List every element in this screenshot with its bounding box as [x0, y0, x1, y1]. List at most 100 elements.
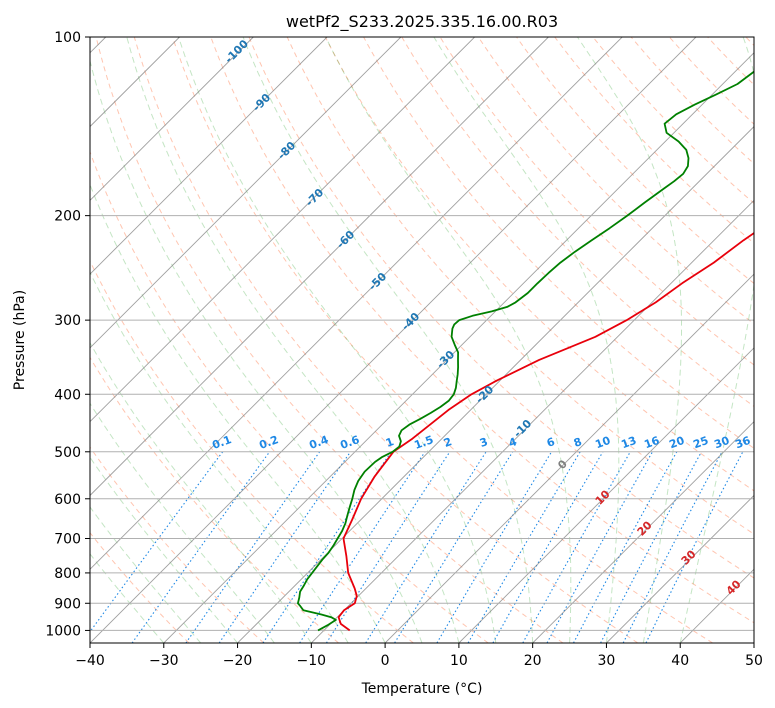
mixing-ratio-label: 10 [593, 434, 612, 452]
x-tick-label: −30 [149, 653, 179, 669]
mixing-ratio-label: 20 [667, 434, 686, 452]
y-tick-label: 600 [54, 492, 81, 508]
moist-adiabat-line [178, 37, 497, 643]
mixing-ratio-line [394, 451, 514, 643]
profiles [297, 70, 754, 632]
mixing-ratio-label: 0.2 [257, 433, 280, 452]
x-tick-label: 20 [524, 653, 542, 669]
moist-adiabat-line [325, 37, 572, 643]
dry-adiabat-line [133, 37, 639, 643]
mixing-ratio-label: 4 [507, 435, 519, 450]
isotherm-line [532, 421, 754, 643]
mixing-ratio-label: 3 [478, 435, 490, 450]
mixing-ratio-labels: 0.1 0.2 0.4 0.6 1 1.5 2 3 4 6 8 10 13 16 20 25 30 36 [210, 433, 752, 452]
y-tick-label: 400 [54, 387, 81, 403]
mixing-ratio-label: 1.5 [412, 433, 435, 452]
mixing-ratio-label: 0.4 [307, 433, 330, 452]
mixing-ratio-label: 0.1 [210, 433, 233, 452]
dry-adiabat-line [210, 37, 754, 624]
y-tick-label: 700 [54, 532, 81, 548]
y-tick-label: 900 [54, 596, 81, 612]
pressure-gridlines [90, 37, 754, 631]
mixing-ratio-line [573, 451, 678, 643]
moist-adiabat-line [433, 37, 620, 643]
dry-adiabat-line [90, 531, 190, 643]
mixing-ratio-label: 8 [572, 435, 584, 450]
mixing-ratio-line [436, 451, 553, 643]
y-axis-label: Pressure (hPa) [12, 290, 28, 390]
moist-adiabat-line [90, 402, 275, 643]
moist-adiabat-line [90, 183, 386, 643]
x-tick-label: 10 [450, 653, 468, 669]
dry-adiabat-line [324, 37, 754, 492]
mixing-ratio-label: 13 [619, 434, 638, 451]
x-tick-label: 40 [671, 653, 689, 669]
mixing-ratio-line [131, 451, 271, 643]
isotherm-line [163, 52, 754, 643]
mixing-ratio-line [325, 451, 451, 643]
mixing-ratio-line [365, 451, 487, 643]
y-tick-label: 300 [54, 313, 81, 329]
isotherm-line [384, 273, 754, 643]
y-tick-label: 200 [54, 209, 81, 225]
x-axis-ticks: −40 −30 −20 −10 0 10 20 30 40 50 [75, 643, 763, 669]
mixing-ratio-label: 0.6 [338, 433, 361, 452]
dry-adiabat-line [248, 37, 754, 579]
dry-adiabat-line [401, 37, 754, 407]
isotherm-line [90, 37, 623, 570]
dry-adiabat-line [95, 37, 564, 643]
mixing-ratio-label: 30 [712, 434, 731, 452]
mixing-ratio-label: 25 [691, 434, 710, 451]
isotherm-line [90, 37, 402, 349]
mixing-ratio-line [522, 451, 631, 643]
x-tick-label: −20 [223, 653, 253, 669]
y-tick-label: 1000 [45, 623, 81, 639]
dry-adiabat-line [439, 37, 754, 366]
moist-adiabat-line [90, 271, 349, 643]
mixing-ratio-label: 6 [545, 435, 557, 450]
x-tick-label: −10 [297, 653, 327, 669]
x-tick-label: −40 [75, 653, 105, 669]
isotherm-line [90, 37, 328, 275]
x-tick-label: 50 [745, 653, 763, 669]
dry-adiabat-line [90, 356, 339, 643]
dewpoint-profile-line [297, 70, 754, 632]
y-tick-label: 800 [54, 566, 81, 582]
moist-adiabats [90, 37, 754, 643]
mixing-ratio-label: 1 [384, 435, 396, 450]
isotherm-line [90, 37, 254, 201]
mixing-ratio-line [218, 451, 351, 643]
isotherm-line [311, 199, 754, 643]
moist-adiabat-line [90, 456, 238, 643]
y-axis-ticks: 100 200 300 400 500 600 700 800 900 1000 [45, 30, 90, 639]
isotherm-line [237, 125, 754, 643]
y-tick-label: 100 [54, 30, 81, 46]
temperature-profile-line [337, 231, 754, 632]
moist-adiabat-line [576, 37, 682, 643]
plot-frame [89, 36, 755, 644]
mixing-ratio-line [467, 451, 581, 643]
mixing-ratio-line [185, 451, 321, 643]
mixing-ratio-label: 16 [642, 434, 661, 452]
x-tick-label: 0 [381, 653, 390, 669]
background-lines [90, 37, 754, 643]
mixing-ratio-lines [90, 451, 744, 643]
moist-adiabat-line [90, 506, 202, 643]
skewed-isotherms [90, 37, 754, 643]
y-tick-label: 500 [54, 445, 81, 461]
moist-adiabat-line [679, 37, 754, 643]
x-axis-label: Temperature (°C) [361, 681, 483, 697]
isotherm-line [606, 494, 754, 643]
mixing-ratio-label: 2 [442, 435, 454, 450]
chart-title: wetPf2_S233.2025.335.16.00.R03 [286, 12, 558, 32]
isotherm-line [90, 37, 549, 497]
moist-adiabat-line [90, 59, 423, 643]
mixing-ratio-line [492, 451, 604, 643]
isotherm-line [90, 37, 697, 643]
moist-adiabat-line [242, 37, 534, 643]
mixing-ratio-label: 36 [733, 434, 752, 452]
isotherm-line [90, 37, 475, 423]
x-tick-label: 30 [598, 653, 616, 669]
